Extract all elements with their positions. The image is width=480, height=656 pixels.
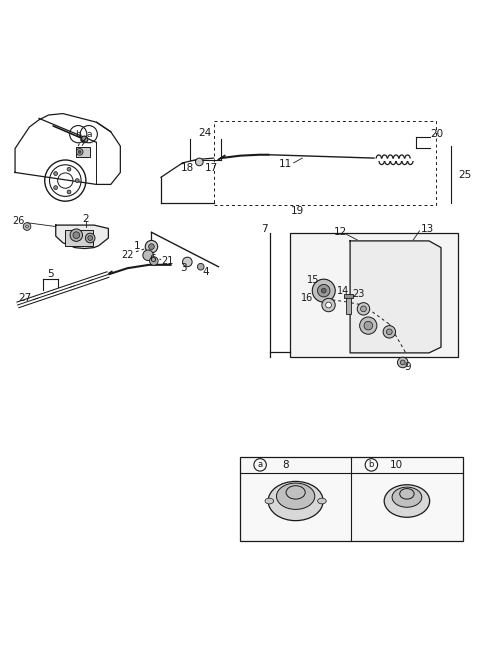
Bar [344, 294, 353, 298]
Text: 2: 2 [83, 214, 89, 224]
Ellipse shape [265, 498, 274, 504]
Circle shape [360, 306, 366, 312]
Circle shape [322, 288, 326, 293]
Circle shape [325, 302, 331, 308]
Text: 19: 19 [291, 206, 304, 216]
Circle shape [78, 150, 81, 154]
Text: 1: 1 [134, 241, 141, 251]
Text: b: b [75, 130, 81, 138]
Text: 5: 5 [47, 270, 54, 279]
Circle shape [150, 256, 158, 265]
Circle shape [182, 257, 192, 267]
Circle shape [383, 325, 396, 338]
Text: 3: 3 [180, 263, 187, 273]
Circle shape [195, 158, 203, 166]
Text: a: a [258, 461, 263, 470]
Circle shape [76, 148, 83, 155]
Circle shape [397, 358, 408, 368]
Text: 17: 17 [204, 163, 218, 173]
Circle shape [88, 236, 93, 240]
Circle shape [357, 302, 370, 315]
Circle shape [70, 229, 83, 241]
Ellipse shape [276, 483, 315, 510]
Circle shape [23, 222, 31, 230]
Circle shape [54, 186, 58, 190]
Circle shape [386, 329, 392, 335]
Circle shape [85, 234, 95, 243]
Text: 23: 23 [352, 289, 365, 300]
Circle shape [54, 172, 58, 175]
Text: 24: 24 [198, 128, 212, 138]
Ellipse shape [318, 498, 326, 504]
Polygon shape [350, 241, 441, 353]
Bar [240, 457, 463, 541]
Text: 20: 20 [430, 129, 443, 139]
Text: 22: 22 [121, 250, 134, 260]
Circle shape [364, 321, 372, 330]
Text: 21: 21 [161, 256, 174, 266]
Circle shape [322, 298, 335, 312]
Text: b: b [369, 461, 374, 470]
Text: 18: 18 [181, 163, 194, 173]
Circle shape [318, 285, 330, 297]
Circle shape [197, 264, 204, 270]
Text: 6: 6 [150, 254, 156, 264]
Bar [76, 147, 90, 157]
Circle shape [81, 136, 88, 143]
Circle shape [67, 167, 71, 171]
Text: 4: 4 [202, 266, 209, 277]
Text: 27: 27 [18, 293, 31, 303]
Text: 25: 25 [458, 170, 471, 180]
Text: 8: 8 [282, 460, 289, 470]
Bar [290, 234, 458, 357]
Circle shape [360, 317, 377, 334]
Ellipse shape [392, 487, 422, 507]
Circle shape [73, 232, 80, 239]
Circle shape [67, 190, 71, 194]
Text: 16: 16 [301, 293, 313, 303]
Bar [65, 230, 93, 246]
Text: 11: 11 [279, 159, 292, 169]
Circle shape [400, 360, 405, 365]
Circle shape [143, 250, 154, 260]
Bar [346, 295, 351, 314]
Ellipse shape [384, 485, 430, 518]
Text: 26: 26 [12, 216, 25, 226]
Text: 9: 9 [404, 362, 411, 372]
Ellipse shape [268, 482, 323, 521]
Circle shape [149, 244, 155, 249]
Text: 15: 15 [307, 275, 319, 285]
Text: 7: 7 [262, 224, 268, 234]
Text: 10: 10 [390, 460, 403, 470]
Circle shape [312, 279, 335, 302]
Text: 13: 13 [421, 224, 434, 234]
Text: 12: 12 [334, 227, 347, 237]
Text: a: a [86, 130, 92, 138]
Circle shape [75, 178, 79, 182]
Polygon shape [56, 225, 108, 249]
Circle shape [145, 240, 157, 253]
Text: 14: 14 [337, 285, 349, 296]
